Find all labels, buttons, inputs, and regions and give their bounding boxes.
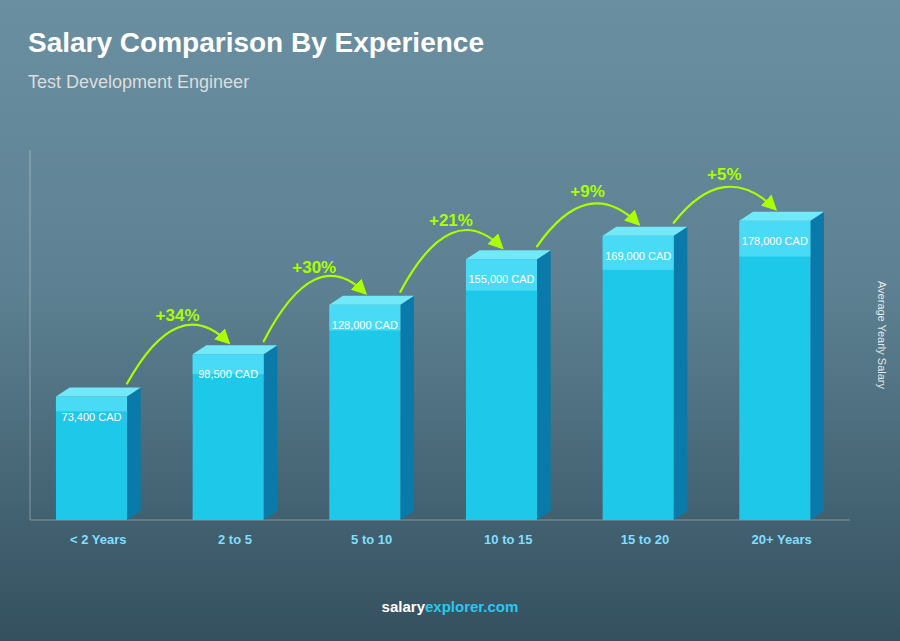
bars xyxy=(56,212,824,520)
bar-highlight xyxy=(466,259,537,290)
bar-side xyxy=(810,212,824,520)
watermark-part: salary xyxy=(382,598,426,615)
y-axis-line xyxy=(30,150,31,520)
bar xyxy=(56,397,127,520)
category-label: < 2 Years xyxy=(70,532,127,547)
background xyxy=(0,0,900,641)
value-label: 128,000 CAD xyxy=(332,319,398,331)
value-label: 98,500 CAD xyxy=(198,368,258,380)
category-label: 20+ Years xyxy=(752,532,812,547)
category-label: 10 to 15 xyxy=(484,532,532,547)
change-arc xyxy=(127,325,228,384)
category-label: 2 to 5 xyxy=(218,532,252,547)
change-arc xyxy=(537,203,638,246)
value-label: 178,000 CAD xyxy=(742,235,808,247)
chart: Salary Comparison By Experience Test Deve… xyxy=(0,0,900,641)
bar xyxy=(193,354,264,520)
bar-side xyxy=(127,388,141,520)
bar-top xyxy=(739,212,824,221)
change-label: +34% xyxy=(156,306,200,325)
subtitle: Test Development Engineer xyxy=(28,72,249,92)
bar-highlight xyxy=(56,397,127,412)
bar xyxy=(466,259,537,520)
x-axis-line xyxy=(30,520,850,521)
bar-side xyxy=(400,296,414,520)
bar-top xyxy=(466,250,551,259)
change-arc xyxy=(264,276,365,341)
change-arc xyxy=(400,230,501,292)
change-label: +5% xyxy=(707,165,742,184)
value-label: 169,000 CAD xyxy=(605,250,671,262)
bar-side xyxy=(264,345,278,520)
bar-side xyxy=(674,227,688,520)
change-label: +9% xyxy=(570,182,605,201)
bar-highlight xyxy=(603,236,674,270)
category-label: 15 to 20 xyxy=(621,532,669,547)
change-arc xyxy=(674,187,775,223)
title: Salary Comparison By Experience xyxy=(28,27,484,58)
bar-top xyxy=(329,296,414,305)
watermark: salaryexplorer.com xyxy=(382,598,519,615)
bar xyxy=(603,236,674,520)
change-label: +30% xyxy=(292,258,336,277)
bar-top xyxy=(603,227,688,236)
bar-highlight xyxy=(329,305,400,331)
watermark-part: explorer.com xyxy=(425,598,518,615)
category-label: 5 to 10 xyxy=(351,532,392,547)
bar-top xyxy=(56,388,141,397)
bar-side xyxy=(537,250,551,520)
bar-top xyxy=(193,345,278,354)
value-label: 73,400 CAD xyxy=(62,411,122,423)
bar xyxy=(329,305,400,520)
change-label: +21% xyxy=(429,211,473,230)
bar xyxy=(739,221,810,520)
value-label: 155,000 CAD xyxy=(468,273,534,285)
y-axis-label: Average Yearly Salary xyxy=(876,281,888,390)
bar-highlight xyxy=(739,221,810,257)
